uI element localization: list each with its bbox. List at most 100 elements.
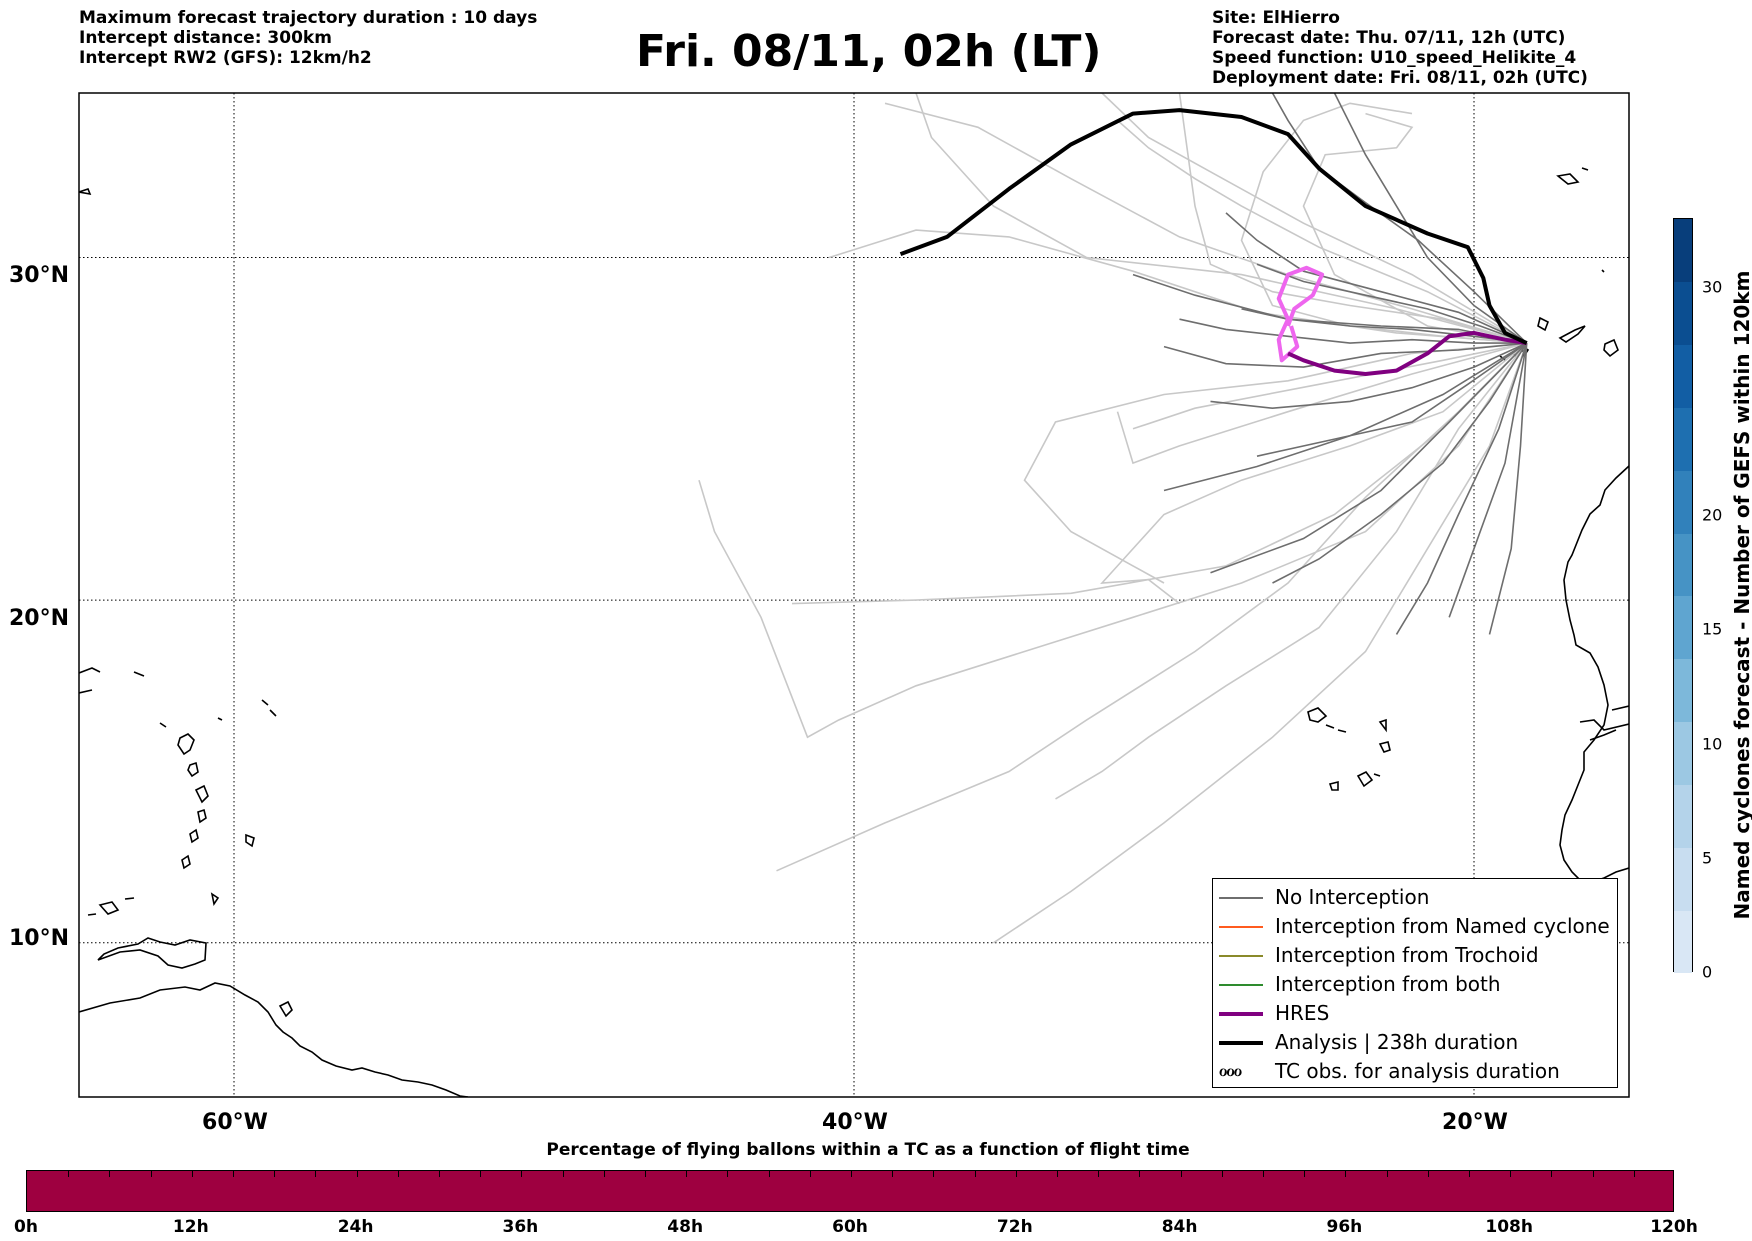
- colorbar-v-segment-7: [1674, 470, 1692, 534]
- legend-swatch-hres: [1219, 1012, 1263, 1016]
- ensemble-trajectory-light-9: [698, 342, 1528, 739]
- island-cuba-hispaniola-edge: [79, 667, 101, 694]
- ensemble-trajectory-light-7: [776, 342, 1528, 872]
- ensemble-trajectory-dark-11: [1271, 93, 1528, 344]
- cbar-h-tick-48h: 48h: [667, 1217, 704, 1237]
- colorbar-v-segment-0: [1674, 910, 1692, 974]
- island-virgin: [133, 671, 277, 728]
- lon-label-20w: 20°W: [1442, 1110, 1508, 1135]
- ensemble-trajectory-light-16: [1116, 342, 1527, 465]
- map-frame: [78, 92, 1630, 1098]
- ensemble-light-trajectories: [698, 93, 1528, 944]
- legend-item-analysis: Analysis | 238h duration: [1213, 1028, 1617, 1057]
- island-canary-3: [1603, 338, 1619, 358]
- legend-swatch-named-cyclone: [1219, 926, 1263, 928]
- colorbar-h-divider: [1098, 1171, 1100, 1177]
- cbar-v-tick-0: 0: [1702, 962, 1713, 982]
- colorbar-horizontal-title: Percentage of flying ballons within a TC…: [546, 1140, 1190, 1160]
- island-lesser-antilles-5: [189, 828, 199, 844]
- map-title: Fri. 08/11, 02h (LT): [636, 26, 1102, 77]
- colorbar-h-divider: [356, 1171, 358, 1177]
- colorbar-h-divider: [1057, 1171, 1058, 1177]
- ensemble-trajectory-dark-9: [1163, 342, 1527, 368]
- colorbar-h-divider: [645, 1171, 646, 1177]
- ensemble-trajectory-dark-8: [1488, 343, 1528, 635]
- info-deployment-date: Deployment date: Fri. 08/11, 02h (UTC): [1212, 68, 1588, 88]
- island-lesser-antilles-1: [177, 733, 195, 756]
- coast-africa-inlet: [1579, 705, 1629, 741]
- cbar-h-tick-120h: 120h: [1650, 1217, 1698, 1237]
- analysis-trajectory: [899, 108, 1528, 345]
- ensemble-trajectory-dark-5: [1272, 342, 1528, 584]
- info-forecast-date: Forecast date: Thu. 07/11, 12h (UTC): [1212, 28, 1566, 48]
- lat-label-20: 20°N: [9, 606, 70, 631]
- island-lesser-antilles-7: [210, 892, 220, 907]
- colorbar-vertical-label: Named cyclones forecast - Number of GEFS…: [1730, 270, 1752, 920]
- colorbar-h-divider: [191, 1171, 193, 1177]
- colorbar-h-divider: [768, 1171, 770, 1177]
- colorbar-h-divider: [1469, 1171, 1470, 1177]
- colorbar-h-divider: [1551, 1171, 1553, 1177]
- island-aruba: [87, 897, 135, 916]
- cbar-h-tick-96h: 96h: [1326, 1217, 1363, 1237]
- colorbar-h-divider: [974, 1171, 976, 1177]
- colorbar-h-divider: [233, 1171, 234, 1177]
- cbar-v-tick-30: 30: [1702, 277, 1723, 297]
- legend-item-named-cyclone: Interception from Named cyclone: [1213, 912, 1617, 941]
- tc-obs-icon: ℴℴℴ: [1219, 1060, 1242, 1081]
- ensemble-dark-trajectories: [1132, 93, 1528, 635]
- ensemble-trajectory-dark-3: [1210, 342, 1528, 410]
- colorbar-v-segment-5: [1674, 596, 1692, 660]
- legend: No Interception Interception from Named …: [1212, 878, 1618, 1088]
- cbar-h-tick-24h: 24h: [337, 1217, 374, 1237]
- colorbar-h-divider: [686, 1171, 688, 1177]
- colorbar-h-divider: [892, 1171, 894, 1177]
- info-intercept-distance: Intercept distance: 300km: [79, 28, 332, 48]
- colorbar-v-segment-11: [1674, 219, 1692, 283]
- island-cape-verde-1: [1307, 707, 1347, 733]
- cbar-v-tick-5: 5: [1702, 848, 1713, 868]
- hres-trajectories: [1276, 265, 1528, 376]
- ensemble-trajectory-dark-4: [1256, 342, 1528, 457]
- ensemble-trajectory-light-8: [993, 342, 1528, 944]
- island-lesser-antilles-2: [187, 761, 199, 778]
- ensemble-trajectory-dark-15: [1210, 342, 1528, 574]
- island-west-1: [79, 188, 92, 196]
- colorbar-h-divider: [562, 1171, 564, 1177]
- legend-swatch-trochoid: [1219, 955, 1263, 957]
- colorbar-v-segment-8: [1674, 407, 1692, 471]
- legend-label-named-cyclone: Interception from Named cyclone: [1275, 914, 1610, 938]
- lon-label-40w: 40°W: [822, 1110, 888, 1135]
- lat-label-10: 10°N: [9, 926, 70, 951]
- colorbar-h-divider: [1263, 1171, 1264, 1177]
- island-cape-verde-2: [1378, 718, 1387, 733]
- lon-label-60w: 60°W: [202, 1110, 268, 1135]
- colorbar-h-divider: [397, 1171, 399, 1177]
- cbar-h-tick-72h: 72h: [996, 1217, 1033, 1237]
- ensemble-trajectory-dark-7: [1448, 342, 1528, 618]
- colorbar-v-segment-3: [1674, 721, 1692, 785]
- ensemble-trajectory-light-2: [828, 229, 1527, 344]
- colorbar-h-divider: [1592, 1171, 1594, 1177]
- info-site: Site: ElHierro: [1212, 8, 1340, 28]
- colorbar-h-divider: [1221, 1171, 1223, 1177]
- legend-label-both: Interception from both: [1275, 972, 1501, 996]
- colorbar-h-divider: [439, 1171, 440, 1177]
- colorbar-h-divider: [727, 1171, 729, 1177]
- colorbar-h-divider: [150, 1171, 152, 1177]
- ensemble-trajectory-dark-14: [1163, 342, 1528, 492]
- ensemble-trajectory-dark-2: [1256, 263, 1527, 344]
- colorbar-h-divider: [933, 1171, 935, 1177]
- ensemble-trajectory-dark-10: [1333, 93, 1528, 344]
- colorbar-v-segment-1: [1674, 847, 1692, 911]
- colorbar-h-divider: [521, 1171, 523, 1177]
- colorbar-h-divider: [1345, 1171, 1347, 1177]
- info-max-duration: Maximum forecast trajectory duration : 1…: [79, 8, 538, 28]
- colorbar-h-divider: [480, 1171, 482, 1177]
- legend-item-tc-obs: ℴℴℴ TC obs. for analysis duration: [1213, 1057, 1617, 1086]
- colorbar-h-divider: [1427, 1171, 1429, 1177]
- cbar-h-tick-108h: 108h: [1485, 1217, 1533, 1237]
- colorbar-h-divider: [68, 1171, 70, 1177]
- info-speed-function: Speed function: U10_speed_Helikite_4: [1212, 48, 1577, 68]
- colorbar-v-segment-6: [1674, 533, 1692, 597]
